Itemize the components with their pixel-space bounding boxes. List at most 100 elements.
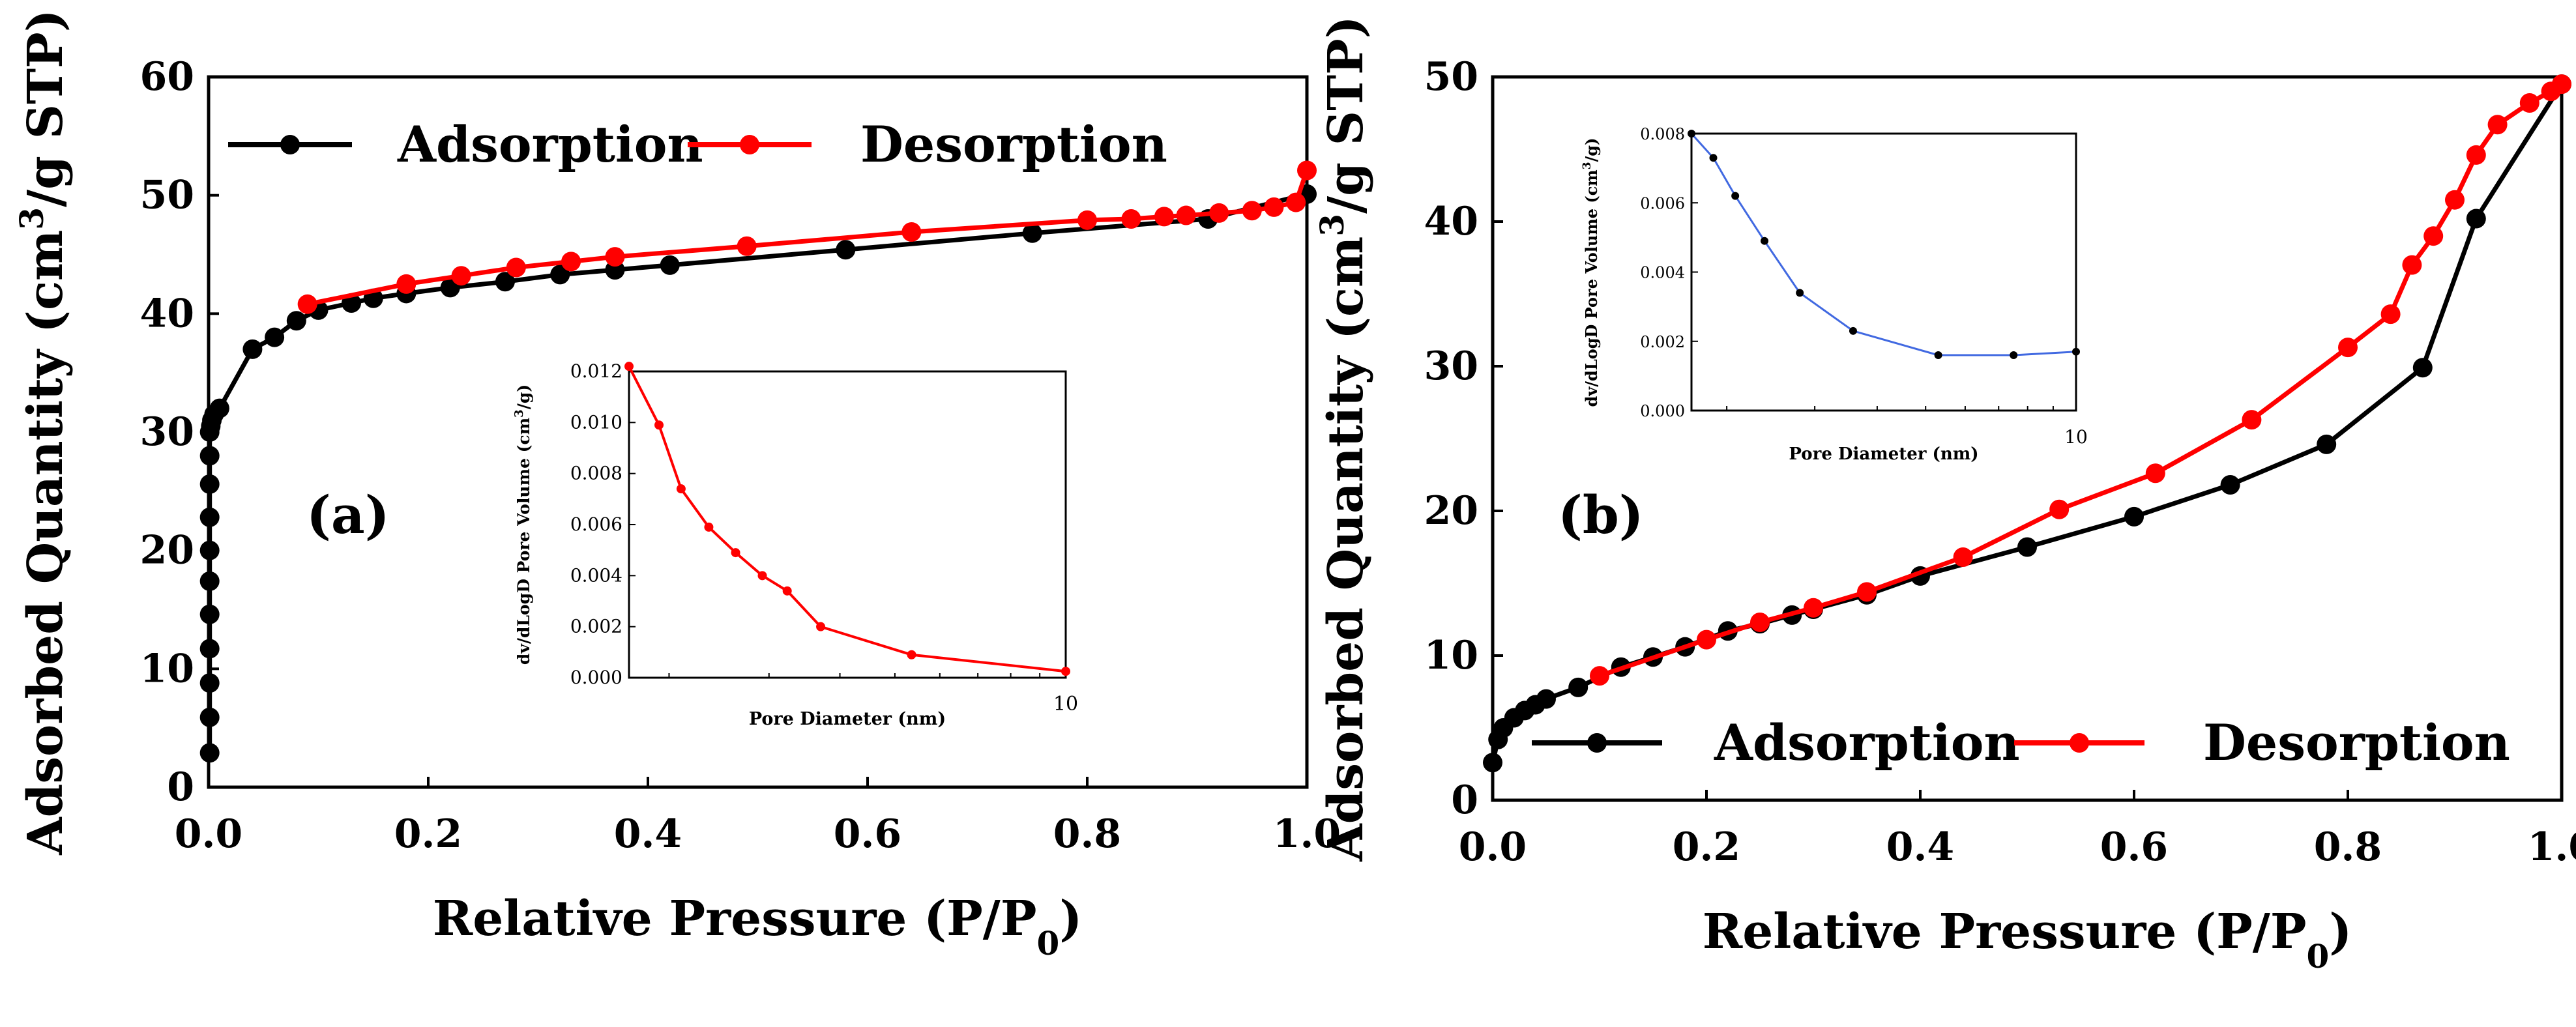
panel-b-desorption-point (2445, 190, 2465, 210)
panel-a-inset-x-tick-10: 10 (1053, 693, 1078, 716)
panel-b-inset: 0.000 0.002 0.004 0.006 0.008 10 Pore Diamet… (1581, 125, 2088, 464)
panel-a-inset-y-tick-label: 0.012 (570, 360, 622, 382)
panel-a-inset-point (654, 420, 664, 430)
panel-b-x-axis-label: Relative Pressure (P/P0) (1703, 904, 2352, 976)
panel-b-y-tick-label: 20 (1424, 488, 1479, 534)
panel-a-adsorption-point (660, 255, 680, 275)
panel-a-y-tick-label: 0 (167, 764, 194, 810)
panel-a-y-tick-label: 10 (140, 646, 195, 691)
panel-a-adsorption-point (199, 743, 220, 763)
panel-a-adsorption-point (550, 265, 570, 285)
panel-b-desorption-point (1590, 666, 1609, 686)
panel-b-inset-x-axis-label: Pore Diameter (nm) (1789, 444, 1978, 464)
panel-b-inset-y-axis-label: dv/dLogD Pore Volume (cm3/g) (1581, 138, 1601, 407)
panel-a-inset-y-ticks: 0.000 0.002 0.004 0.006 0.008 0.010 0.012 (570, 360, 1066, 688)
panel-b-desorption-point (2487, 115, 2508, 135)
panel-a-desorption-point (1209, 203, 1229, 223)
panel-b-desorption-point (1804, 598, 1823, 618)
panel-b-legend-desorption-marker (2070, 733, 2089, 753)
panel-b-adsorption-point (2220, 475, 2240, 495)
panel-b-y-tick-label: 0 (1451, 777, 1478, 823)
panel-b-inset-y-ticks: 0.000 0.002 0.004 0.006 0.008 (1640, 125, 2077, 420)
panel-a-desorption-point (1297, 160, 1317, 181)
panel-a-inset: 0.000 0.002 0.004 0.006 0.008 0.010 0.012 10 P… (512, 360, 1079, 729)
panel-b-x-tick-label: 0.4 (1886, 824, 1954, 870)
panel-b-adsorption-point (1536, 689, 1556, 709)
panel-b-x-tick-label: 1.0 (2528, 824, 2576, 870)
panel-a-y-ticks: 0 10 20 30 40 50 60 (140, 54, 219, 810)
panel-b-inset-y-tick-label: 0.000 (1640, 402, 1685, 420)
panel-a-label: (a) (306, 484, 390, 545)
panel-a-inset-point (757, 571, 767, 581)
panel-b-inset-y-tick-label: 0.008 (1640, 125, 1685, 143)
panel-b-adsorption-point (2412, 358, 2433, 378)
panel-a: 0 10 20 30 40 50 60 0.0 0.2 0.4 0.6 0.8 1.0 Relativ… (12, 9, 1341, 962)
panel-a-desorption-point (1077, 210, 1097, 230)
panel-a-y-tick-label: 50 (140, 173, 195, 218)
panel-a-inset-y-tick-label: 0.008 (570, 463, 622, 484)
panel-a-inset-point (704, 522, 714, 532)
panel-a-desorption-point (506, 257, 526, 278)
panel-a-desorption-point (605, 247, 625, 267)
panel-a-series (199, 160, 1317, 763)
panel-b-desorption-point (2423, 226, 2444, 246)
panel-b-adsorption-point (2017, 537, 2037, 557)
panel-b-inset-point (1731, 192, 1740, 200)
panel-b-inset-series (1688, 130, 2080, 359)
panel-b-legend-adsorption-marker (1587, 733, 1607, 753)
panel-b-inset-point (2072, 347, 2080, 356)
panel-a-adsorption-point (199, 707, 220, 727)
panel-b-desorption-point (2519, 93, 2539, 113)
panel-b-y-tick-label: 10 (1424, 633, 1479, 678)
panel-a-adsorption-point (836, 240, 856, 260)
panel-a-inset-y-tick-label: 0.000 (570, 667, 622, 688)
panel-b-series (1483, 74, 2571, 773)
panel-b-desorption-point (2338, 338, 2358, 358)
panel-a-x-tick-label: 1.0 (1273, 811, 1341, 857)
panel-a-inset-frame (628, 370, 1067, 679)
panel-a-legend-desorption: Desorption (860, 115, 1167, 173)
panel-b-inset-point (1849, 326, 1857, 335)
panel-a-inset-point (782, 586, 792, 596)
panel-a-desorption-point (297, 294, 317, 314)
panel-a-inset-series (624, 362, 1070, 676)
panel-b: 0 10 20 30 40 50 0.0 0.2 0.4 0.6 0.8 1.0 Relative … (1313, 16, 2576, 975)
panel-a-legend: Adsorption Desorption (228, 115, 1167, 173)
panel-b-desorption-point (1857, 582, 1877, 602)
panel-a-inset-y-tick-label: 0.004 (570, 564, 622, 586)
panel-a-inset-point (624, 362, 634, 371)
panel-a-x-tick-label: 0.0 (175, 811, 242, 857)
panel-b-inset-x-tick-10: 10 (2064, 426, 2088, 448)
panel-b-inset-point (1761, 237, 1769, 245)
panel-a-x-tick-label: 0.4 (614, 811, 682, 857)
panel-a-desorption-point (1154, 207, 1174, 227)
panel-b-inset-point (2010, 351, 2018, 359)
panel-a-inset-y-tick-label: 0.010 (570, 411, 622, 433)
panel-a-x-tick-label: 0.2 (394, 811, 462, 857)
panel-b-desorption-point (2049, 499, 2070, 519)
panel-b-inset-frame (1690, 132, 2077, 412)
panel-b-inset-point (1934, 351, 1942, 359)
panel-b-desorption-point (2380, 304, 2401, 325)
panel-a-adsorption-point (199, 474, 220, 494)
panel-b-desorption-point (1697, 629, 1716, 650)
panel-b-desorption-point (2242, 410, 2262, 430)
panel-b-legend-adsorption: Adsorption (1714, 714, 2020, 772)
panel-b-adsorption-point (1483, 753, 1502, 773)
panel-a-inset-point (907, 650, 916, 659)
panel-b-y-axis-label: Adsorbed Quantity (cm3/g STP) (1313, 16, 1375, 862)
panel-a-desorption-point (451, 266, 471, 286)
panel-a-inset-x-axis-label: Pore Diameter (nm) (749, 709, 946, 729)
panel-a-x-tick-label: 0.8 (1053, 811, 1121, 857)
panel-b-adsorption-point (2317, 434, 2337, 454)
panel-a-adsorption-point (199, 540, 220, 560)
panel-a-inset-point (676, 484, 686, 494)
panel-b-desorption-point (1750, 612, 1770, 632)
panel-b-inset-point (1709, 154, 1718, 162)
panel-a-inset-line (628, 366, 1066, 673)
panel-b-x-tick-label: 0.0 (1459, 824, 1527, 870)
panel-a-desorption-point (737, 236, 757, 256)
panel-a-y-tick-label: 30 (140, 409, 195, 455)
panel-a-inset-point (1061, 667, 1070, 676)
